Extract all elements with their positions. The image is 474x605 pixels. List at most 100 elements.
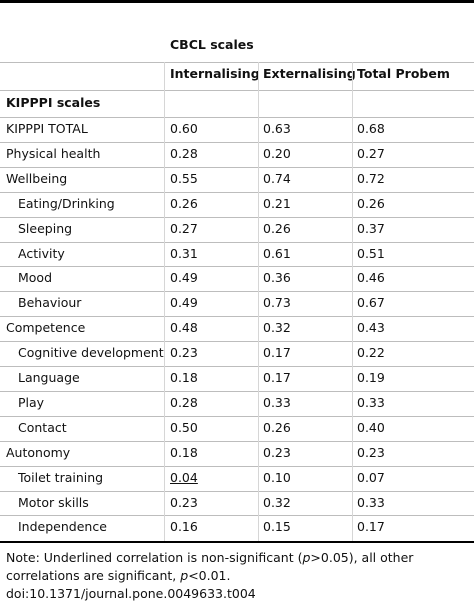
cell: 0.46 <box>357 270 385 285</box>
rule <box>0 62 474 63</box>
row-label: Competence <box>6 320 86 335</box>
column-header: Total Probem <box>357 66 450 81</box>
row-label: Activity <box>18 246 65 261</box>
cell: 0.15 <box>263 519 291 534</box>
note-text: <0.01. <box>188 568 231 583</box>
row-rule <box>0 441 474 442</box>
row-label: Toilet training <box>18 470 104 485</box>
top-rule <box>0 0 474 3</box>
row-rule <box>0 291 474 292</box>
row-rule <box>0 466 474 467</box>
cell: 0.17 <box>263 370 291 385</box>
cell: 0.33 <box>263 395 291 410</box>
cell: 0.23 <box>170 495 198 510</box>
row-rule <box>0 316 474 317</box>
cell: 0.51 <box>357 246 385 261</box>
section-header: KIPPPI scales <box>6 95 101 110</box>
cell: 0.49 <box>170 295 198 310</box>
cell: 0.50 <box>170 420 198 435</box>
group-header: CBCL scales <box>170 37 254 52</box>
column-header: Externalising <box>263 66 356 81</box>
cell: 0.68 <box>357 121 385 136</box>
cell: 0.26 <box>263 420 291 435</box>
note-text: >0.05), all other correlations are signi… <box>6 550 414 583</box>
cell: 0.19 <box>357 370 385 385</box>
row-label: Behaviour <box>18 295 82 310</box>
row-rule <box>0 366 474 367</box>
row-rule <box>0 416 474 417</box>
row-rule <box>0 491 474 492</box>
note-text: Note: Underlined correlation is non-sign… <box>6 550 303 565</box>
row-label: Contact <box>18 420 67 435</box>
cell: 0.17 <box>357 519 385 534</box>
note-text: p <box>180 568 189 583</box>
cell: 0.17 <box>263 345 291 360</box>
cell: 0.63 <box>263 121 291 136</box>
cell: 0.18 <box>170 370 198 385</box>
doi: doi:10.1371/journal.pone.0049633.t004 <box>6 586 256 601</box>
cell: 0.61 <box>263 246 291 261</box>
column-rule <box>352 62 353 541</box>
cell: 0.26 <box>357 196 385 211</box>
cell: 0.72 <box>357 171 385 186</box>
cell: 0.67 <box>357 295 385 310</box>
cell: 0.60 <box>170 121 198 136</box>
cell: 0.18 <box>170 445 198 460</box>
row-label: Cognitive development <box>18 345 164 360</box>
cell: 0.10 <box>263 470 291 485</box>
cell: 0.36 <box>263 270 291 285</box>
column-rule <box>164 62 165 541</box>
cell: 0.33 <box>357 395 385 410</box>
cell: 0.40 <box>357 420 385 435</box>
column-rule <box>258 62 259 541</box>
rule <box>0 90 474 91</box>
row-label: Eating/Drinking <box>18 196 115 211</box>
cell: 0.27 <box>170 221 198 236</box>
row-label: Sleeping <box>18 221 73 236</box>
cell: 0.23 <box>357 445 385 460</box>
row-label: Independence <box>18 519 107 534</box>
row-label: Autonomy <box>6 445 71 460</box>
row-rule <box>0 515 474 516</box>
cell: 0.55 <box>170 171 198 186</box>
cell: 0.73 <box>263 295 291 310</box>
row-label: KIPPPI TOTAL <box>6 121 88 136</box>
row-label: Motor skills <box>18 495 89 510</box>
note: Note: Underlined correlation is non-sign… <box>6 549 468 603</box>
cell: 0.20 <box>263 146 291 161</box>
cell: 0.07 <box>357 470 385 485</box>
row-label: Wellbeing <box>6 171 68 186</box>
row-label: Language <box>18 370 80 385</box>
cell: 0.43 <box>357 320 385 335</box>
cell: 0.16 <box>170 519 198 534</box>
cell: 0.28 <box>170 146 198 161</box>
cell: 0.32 <box>263 495 291 510</box>
row-rule <box>0 242 474 243</box>
row-label: Play <box>18 395 45 410</box>
cell: 0.27 <box>357 146 385 161</box>
cell: 0.26 <box>170 196 198 211</box>
row-rule <box>0 167 474 168</box>
cell: 0.04 <box>170 470 198 485</box>
row-rule <box>0 217 474 218</box>
cell: 0.22 <box>357 345 385 360</box>
cell: 0.33 <box>357 495 385 510</box>
cell: 0.48 <box>170 320 198 335</box>
cell: 0.37 <box>357 221 385 236</box>
row-rule <box>0 391 474 392</box>
bottom-rule <box>0 541 474 543</box>
row-rule <box>0 341 474 342</box>
cell: 0.26 <box>263 221 291 236</box>
cell: 0.28 <box>170 395 198 410</box>
row-rule <box>0 266 474 267</box>
cell: 0.23 <box>263 445 291 460</box>
row-label: Mood <box>18 270 53 285</box>
row-label: Physical health <box>6 146 101 161</box>
cell: 0.32 <box>263 320 291 335</box>
note-text: p <box>302 550 311 565</box>
cell: 0.23 <box>170 345 198 360</box>
cell: 0.49 <box>170 270 198 285</box>
row-rule <box>0 192 474 193</box>
cell: 0.31 <box>170 246 198 261</box>
